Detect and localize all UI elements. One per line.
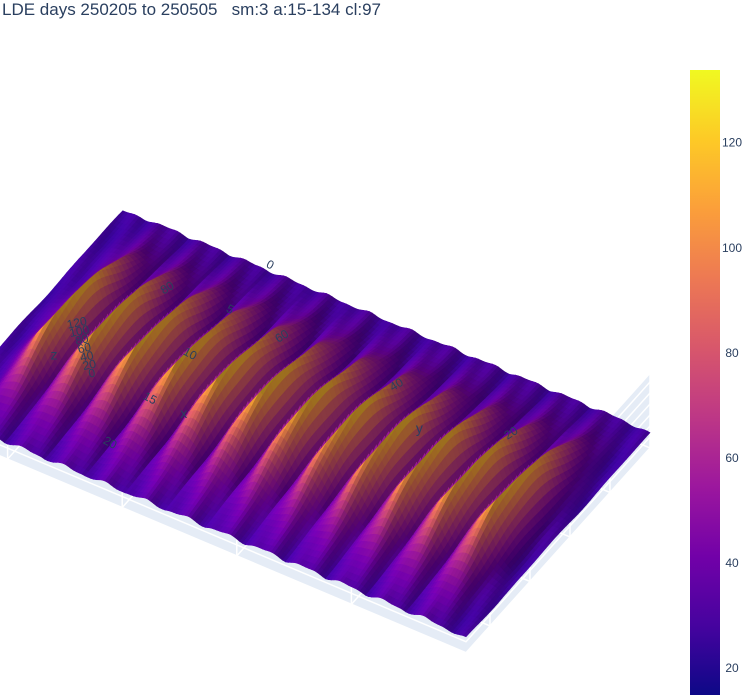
z-tick-label: 40: [79, 348, 95, 365]
x-tick-label: 15: [141, 389, 160, 408]
x-tick-label: 0: [264, 257, 277, 273]
z-tick-label: 100: [68, 322, 91, 340]
chart-title: LDE days 250205 to 250505 sm:3 a:15-134 …: [2, 0, 381, 19]
colorbar-tick-label: 120: [722, 136, 742, 150]
grid-line-z: [0, 436, 651, 643]
z-tick-label: 120: [66, 314, 89, 332]
colorbar-tick-label: 20: [725, 661, 739, 675]
z-tick-label: 20: [81, 356, 97, 373]
surface-mesh[interactable]: [0, 210, 651, 638]
colorbar-tick-label: 60: [725, 451, 739, 465]
x-tick-label: 20: [101, 433, 120, 452]
colorbar[interactable]: 20 40 60 80 100 120: [690, 70, 742, 695]
z-tick-label: 80: [74, 331, 90, 348]
colorbar-gradient[interactable]: [690, 70, 720, 695]
colorbar-tick-label: 40: [725, 556, 739, 570]
z-tick-label: 60: [76, 340, 92, 357]
y-axis-title: y: [416, 420, 423, 436]
x-tick-label: 10: [181, 344, 200, 363]
z-tick-label: 0: [87, 366, 97, 381]
grid-line-z: [0, 447, 651, 654]
z-axis-title: z: [51, 347, 58, 363]
x-axis-title: x: [180, 405, 187, 421]
colorbar-tick-label: 100: [722, 241, 742, 255]
colorbar-tick-label: 80: [725, 346, 739, 360]
